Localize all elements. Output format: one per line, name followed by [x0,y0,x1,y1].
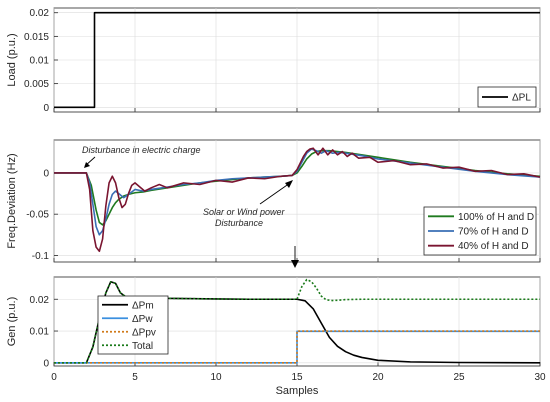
y-tick-label: 0.01 [30,327,50,338]
y-tick-label: 0.015 [24,32,49,43]
y-tick-label: 0 [43,103,49,114]
panel-3: 0 5 10 15 20 25 30 0 0.01 0.02 Gen (p.u.) ΔPm ΔPw ΔPp… [6,276,546,383]
x-tick-label: 0 [51,372,57,383]
x-tick-label: 15 [291,372,303,383]
y-tick-label: -0.1 [32,251,50,262]
legend-label: 40% of H and D [458,241,529,252]
series-line-3-4 [54,278,540,364]
y-tick-label: 0.02 [30,295,50,306]
legend-label: ΔPw [132,314,153,325]
x-tick-label: 30 [534,372,546,383]
annotation-solar-wind-2: Disturbance [215,218,263,228]
legend-label: ΔPL [512,93,531,104]
legend-label: Total [132,341,153,352]
annotations: Disturbance in electric charge Solar or W… [82,145,299,268]
y-axis-label: Gen (p.u.) [6,297,18,347]
y-tick-label: 0 [43,168,49,179]
y-tick-label: 0 [43,358,49,369]
x-tick-label: 25 [453,372,465,383]
legend-box [97,295,169,355]
arrow-head [291,260,299,268]
y-axis-label: Load (p.u.) [6,33,18,86]
legend-label: ΔPm [132,300,154,311]
y-tick-label: 0.02 [30,8,50,19]
panel-1: 0 0.005 0.01 0.015 0.02 Load (p.u.) ΔPL [6,7,541,114]
arrow-head [285,180,293,188]
series-line-2-3 [54,147,541,253]
arrow-line [259,182,291,205]
y-tick-label: -0.05 [26,210,49,221]
annotation-solar-wind: Solar or Wind power [203,207,285,217]
x-tick-label: 10 [210,372,222,383]
series-line-2-2 [54,148,541,236]
legend: ΔPL [477,86,537,108]
x-axis-label: Samples [276,385,319,397]
legend-label: 70% of H and D [458,227,529,238]
y-axis-label: Freq.Deviation (Hz) [6,153,18,248]
legend: 100% of H and D 70% of H and D 40% of H an… [423,206,537,256]
x-tick-label: 5 [132,372,138,383]
y-tick-label: 0.005 [24,79,49,90]
annotation-disturbance: Disturbance in electric charge [82,145,201,155]
y-tick-label: 0.01 [30,56,50,67]
legend: ΔPm ΔPw ΔPpv Total [97,295,169,355]
series-line-3-3 [54,330,540,364]
series-line-1-1 [54,11,540,109]
x-tick-label: 20 [372,372,384,383]
panel-2: -0.1 -0.05 0 Freq.Deviation (Hz) 100% of H a… [6,139,541,263]
legend-label: ΔPpv [132,327,156,338]
arrow-head [84,162,90,168]
legend-label: 100% of H and D [458,212,534,223]
